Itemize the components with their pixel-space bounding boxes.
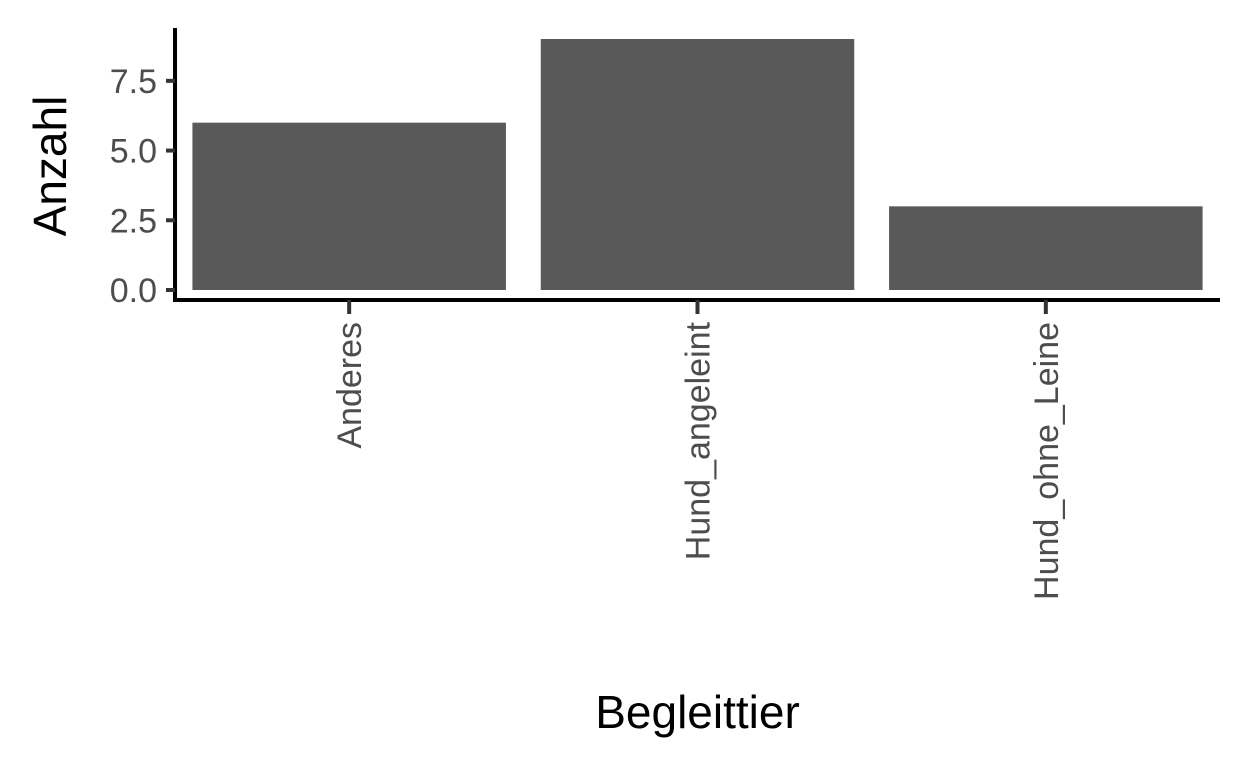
y-tick-label: 2.5 [110, 202, 157, 240]
bar-hund-angeleint [540, 39, 855, 290]
x-tick-label: Hund_ohne_Leine [1028, 322, 1066, 600]
bars-group [192, 39, 1203, 291]
bar-anderes [192, 122, 506, 291]
y-tick-label: 5.0 [110, 133, 157, 171]
y-tick-label: 7.5 [110, 63, 157, 101]
x-axis: Anderes Hund_angeleint Hund_ohne_Leine [173, 298, 1220, 600]
y-tick-label: 0.0 [110, 272, 157, 310]
x-axis-title: Begleittier [595, 686, 800, 738]
x-tick-label: Hund_angeleint [680, 321, 718, 560]
x-tick-label: Anderes [331, 322, 369, 449]
y-axis: 0.0 2.5 5.0 7.5 [110, 28, 177, 310]
bar-hund-ohne-leine [889, 206, 1203, 290]
y-axis-title: Anzahl [24, 96, 76, 237]
